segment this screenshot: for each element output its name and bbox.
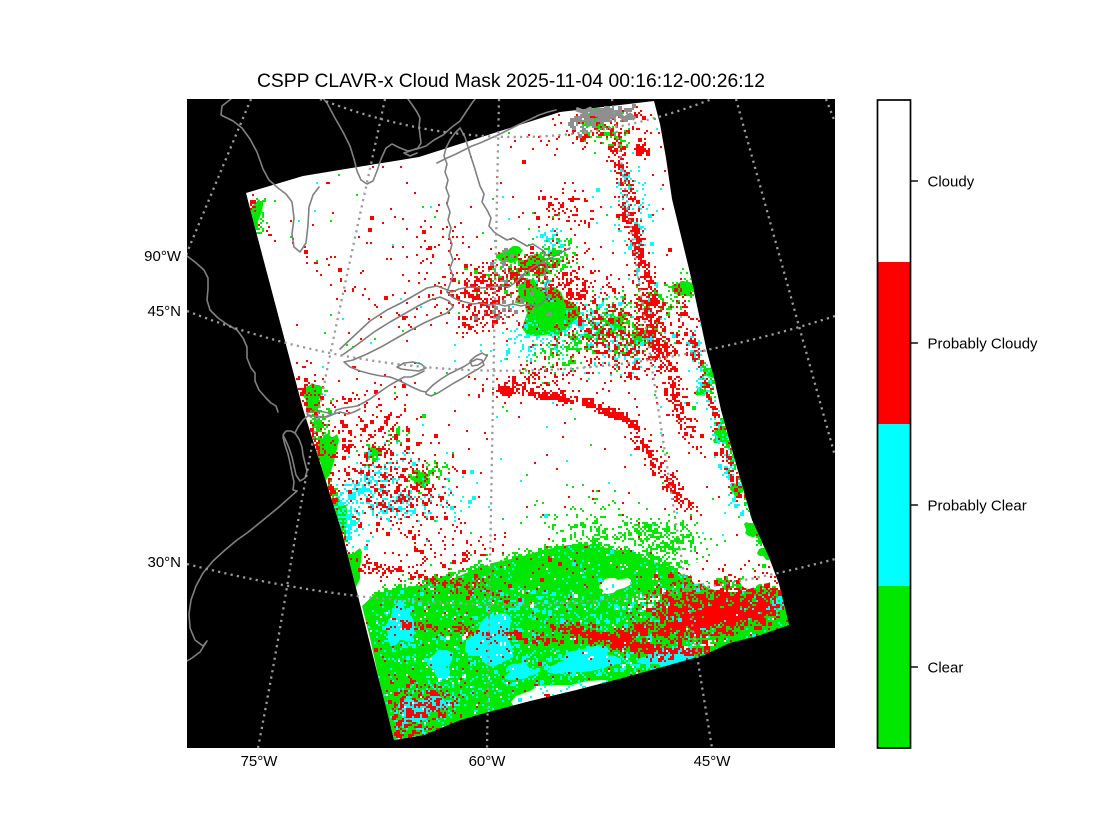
- svg-text:45°W: 45°W: [694, 753, 732, 770]
- svg-text:90°W: 90°W: [144, 248, 182, 265]
- svg-text:Probably Clear: Probably Clear: [928, 497, 1027, 514]
- svg-text:45°N: 45°N: [147, 303, 181, 320]
- svg-text:75°W: 75°W: [241, 753, 279, 770]
- svg-text:Cloudy: Cloudy: [928, 173, 975, 190]
- svg-text:Probably Cloudy: Probably Cloudy: [928, 335, 1039, 352]
- svg-text:30°N: 30°N: [147, 554, 181, 571]
- svg-text:60°W: 60°W: [469, 753, 507, 770]
- svg-text:Clear: Clear: [928, 659, 964, 676]
- svg-text:CSPP CLAVR-x Cloud Mask 2025-1: CSPP CLAVR-x Cloud Mask 2025-11-04 00:16…: [257, 71, 765, 92]
